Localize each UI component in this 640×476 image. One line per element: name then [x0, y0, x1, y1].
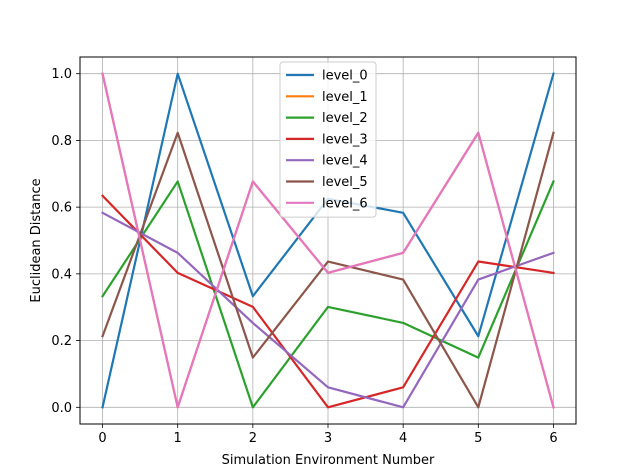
y-tick-label: 1.0 — [51, 67, 72, 82]
x-tick-label: 2 — [249, 431, 257, 446]
legend-label: level_4 — [322, 154, 368, 169]
legend-label: level_0 — [322, 69, 368, 84]
x-tick-label: 1 — [174, 431, 182, 446]
series-line-level_6 — [101, 72, 555, 409]
series-line-level_5 — [101, 131, 555, 409]
legend-label: level_6 — [322, 196, 368, 211]
x-tick-label: 3 — [324, 431, 332, 446]
series-line-level_3 — [100, 194, 555, 409]
legend-label: level_2 — [322, 111, 368, 126]
x-tick-label: 5 — [474, 431, 482, 446]
x-tick-label: 6 — [549, 431, 557, 446]
x-axis-label: Simulation Environment Number — [222, 453, 435, 468]
x-tick-label: 0 — [98, 431, 106, 446]
axis-ticks: 0 1 2 3 4 5 6 0.0 0.2 0.4 0.6 0.8 1.0 — [51, 67, 557, 446]
legend-label: level_1 — [322, 90, 368, 105]
y-tick-label: 0.0 — [51, 401, 72, 416]
series-line-level_4 — [101, 211, 555, 409]
series-line-level_2 — [101, 180, 555, 409]
legend-label: level_5 — [322, 175, 368, 190]
legend: level_0 level_1 level_2 level_3 level_4level… — [279, 61, 377, 218]
x-tick-label: 4 — [399, 431, 407, 446]
y-tick-label: 0.6 — [51, 201, 72, 216]
y-tick-label: 0.4 — [51, 267, 72, 282]
y-tick-label: 0.2 — [51, 334, 72, 349]
y-tick-label: 0.8 — [51, 134, 72, 149]
legend-label: level_3 — [322, 132, 368, 147]
legend-box — [279, 61, 377, 218]
y-axis-label: Euclidean Distance — [29, 178, 44, 302]
